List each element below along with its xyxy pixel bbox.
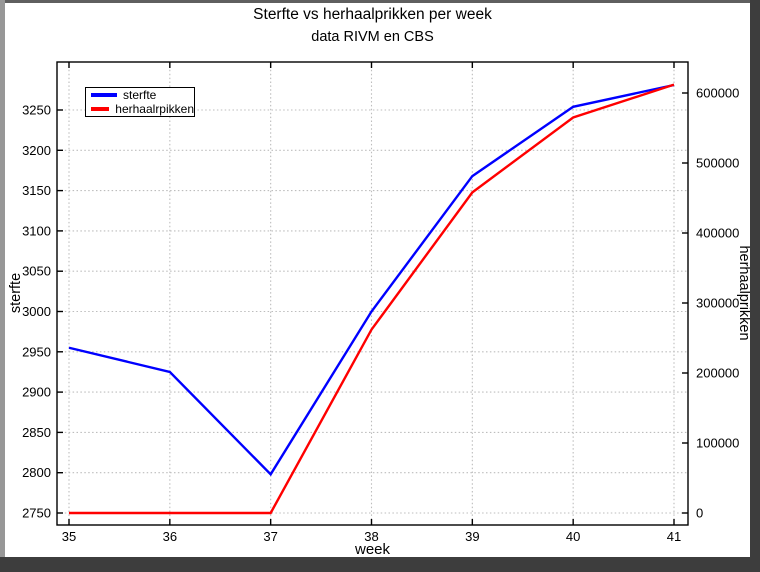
right-tick-label: 100000 [696, 436, 739, 451]
left-tick-label: 2900 [22, 385, 51, 400]
window-frame-top [0, 0, 760, 3]
left-axis-label: sterfte [8, 272, 24, 314]
legend-item-herhaalprikken: herhaalrpikken [91, 102, 194, 115]
legend-item-sterfte: sterfte [91, 89, 194, 102]
left-tick-label: 3150 [22, 183, 51, 198]
right-tick-label: 500000 [696, 156, 739, 171]
legend-box: sterfte herhaalrpikken [85, 87, 195, 117]
chart-subtitle: data RIVM en CBS [311, 29, 434, 45]
x-tick-label: 38 [364, 529, 378, 544]
axes-box [56, 61, 689, 526]
left-tick-label: 3250 [22, 103, 51, 118]
right-tick-label: 400000 [696, 226, 739, 241]
series-herhaalprikken [69, 83, 675, 515]
legend-line-swatch-blue [91, 93, 117, 97]
left-tick-label: 3000 [22, 304, 51, 319]
legend-label: herhaalrpikken [115, 101, 194, 116]
window-frame-right [750, 0, 760, 572]
left-tick-label: 3200 [22, 143, 51, 158]
x-tick-label: 35 [62, 529, 76, 544]
left-tick-label: 2850 [22, 425, 51, 440]
x-tick-label: 41 [667, 529, 681, 544]
window-frame-bottom [0, 557, 760, 572]
legend-line-swatch-red [91, 107, 110, 111]
x-tick-label: 40 [566, 529, 580, 544]
series-sterfte [68, 83, 675, 477]
x-tick-label: 36 [163, 529, 177, 544]
right-tick-label: 600000 [696, 86, 739, 101]
right-tick-label: 300000 [696, 296, 739, 311]
left-tick-label: 3100 [22, 223, 51, 238]
legend-label: sterfte [123, 88, 157, 103]
x-tick-label: 39 [465, 529, 479, 544]
right-tick-label: 200000 [696, 366, 739, 381]
left-tick-label: 2750 [22, 506, 51, 521]
left-tick-label: 3050 [22, 264, 51, 279]
chart-title: Sterfte vs herhaalprikken per week [253, 6, 492, 23]
right-tick-label: 0 [696, 506, 703, 521]
left-tick-label: 2950 [22, 344, 51, 359]
x-axis-label: week [354, 541, 391, 558]
left-tick-label: 2800 [22, 465, 51, 480]
window-frame-left [0, 0, 5, 572]
x-tick-label: 37 [263, 529, 277, 544]
